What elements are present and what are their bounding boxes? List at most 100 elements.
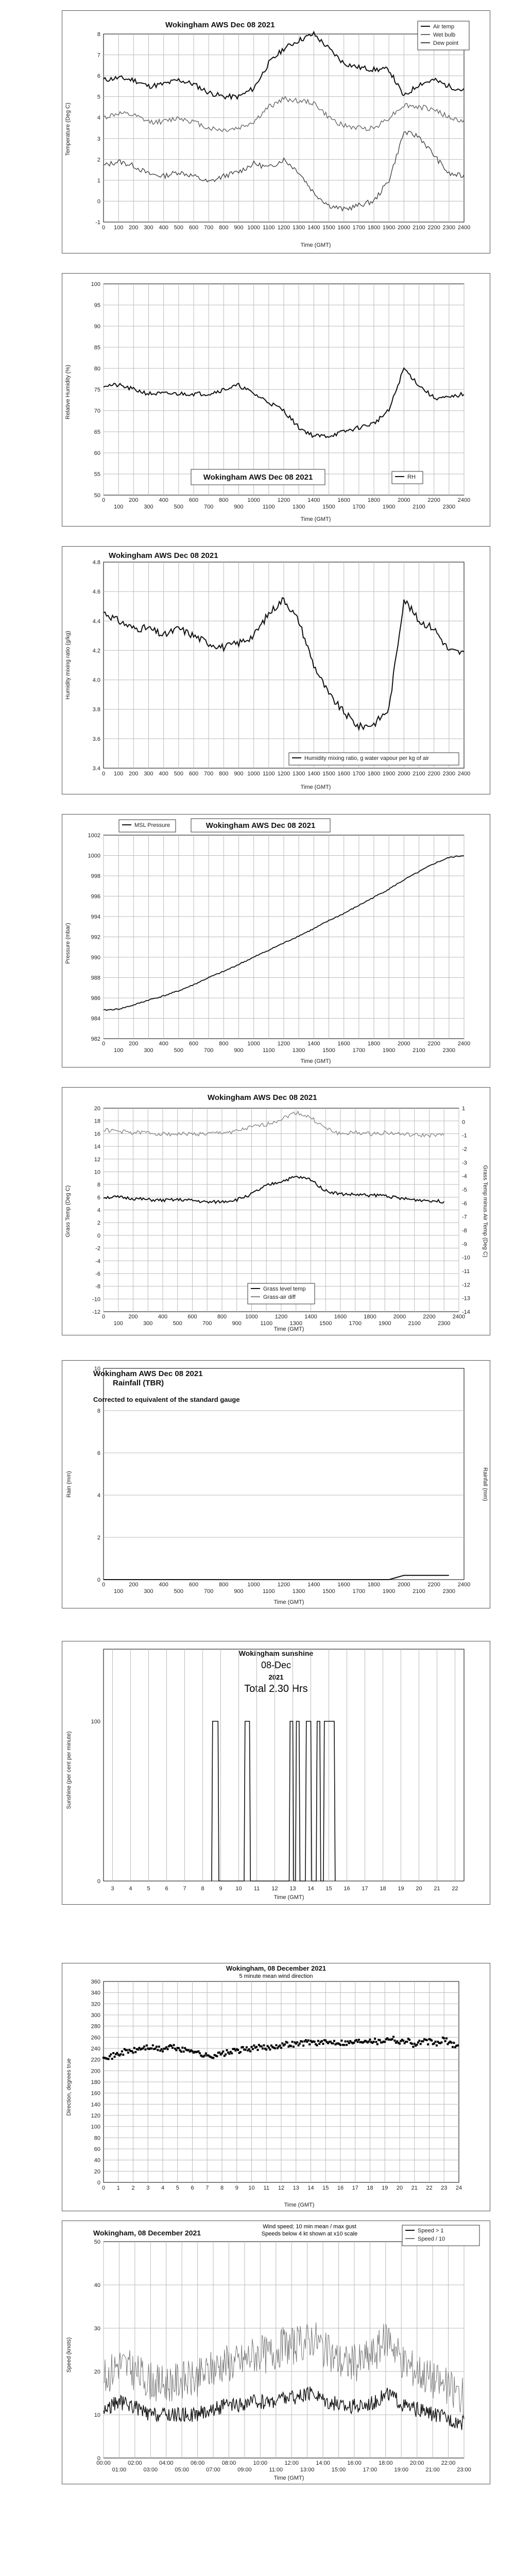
direction-point <box>410 2042 413 2045</box>
x-tick-label: 22:00 <box>441 2460 456 2466</box>
direction-point <box>219 2053 222 2056</box>
x-tick-label: 600 <box>189 771 198 777</box>
y-tick-label: -6 <box>95 1271 100 1277</box>
x-tick-label: 2400 <box>453 1314 465 1320</box>
direction-point <box>132 2052 134 2054</box>
x-tick-label: 200 <box>129 1582 138 1588</box>
y-tick-label: 4.6 <box>93 589 100 595</box>
x-tick-label: 400 <box>158 1314 167 1320</box>
chart-title: Wokingham AWS Dec 08 2021 <box>109 551 218 560</box>
direction-point <box>255 2045 258 2048</box>
x-tick-label: 8 <box>201 1886 204 1892</box>
x-tick-label: 500 <box>174 771 183 777</box>
x-tick-label: 9 <box>219 1886 222 1892</box>
title-box <box>191 469 325 485</box>
direction-point <box>125 2049 127 2052</box>
x-tick-label: 500 <box>174 1047 183 1054</box>
direction-point <box>329 2040 332 2043</box>
y-axis-label: Sunshine (per cent per minute) <box>66 1731 72 1809</box>
x-tick-label: 2100 <box>413 504 425 510</box>
direction-point <box>138 2046 141 2049</box>
x-tick-label: 1100 <box>263 504 275 510</box>
x-tick-label: 2400 <box>458 225 470 231</box>
direction-point <box>279 2044 281 2047</box>
x-tick-label: 700 <box>204 771 213 777</box>
series-line-msl <box>103 855 465 1011</box>
direction-point <box>198 2052 201 2055</box>
direction-point <box>228 2053 231 2055</box>
direction-point <box>400 2040 402 2042</box>
legend-label: MSL Pressure <box>134 822 170 828</box>
y-tick-label: 3.4 <box>93 766 100 772</box>
direction-point <box>119 2053 122 2056</box>
x-tick-label: 0 <box>102 771 105 777</box>
x-tick-label: 1600 <box>337 1041 350 1047</box>
y-tick-label: 85 <box>94 345 100 351</box>
direction-point <box>341 2044 344 2046</box>
direction-point <box>369 2038 371 2041</box>
direction-point <box>338 2043 340 2045</box>
series-line-rh <box>103 367 465 438</box>
x-tick-label: 2200 <box>427 771 440 777</box>
y-tick-label: -8 <box>95 1284 100 1290</box>
direction-point <box>365 2040 368 2043</box>
x-tick-label: 0 <box>102 1314 105 1320</box>
y-axis-label: Rain (mm) <box>66 1471 72 1497</box>
x-tick-label: 1600 <box>337 225 350 231</box>
x-tick-label: 10:00 <box>253 2460 268 2466</box>
series-line-mean <box>103 2386 465 2430</box>
y-tick-label: 360 <box>91 1979 100 1985</box>
direction-point <box>381 2041 384 2044</box>
x-tick-label: 14:00 <box>316 2460 330 2466</box>
direction-point <box>412 2045 415 2048</box>
x-tick-label: 1200 <box>275 1314 287 1320</box>
direction-point <box>339 2044 341 2046</box>
x-tick-label: 15 <box>322 2185 329 2191</box>
direction-point <box>315 2043 317 2045</box>
direction-point <box>454 2046 456 2048</box>
y-tick-label: 1000 <box>88 853 100 859</box>
direction-point <box>239 2051 242 2054</box>
temperature-chart-panel: Wokingham AWS Dec 08 2021 Time (GMT) Tem… <box>62 10 490 253</box>
x-tick-label: 1300 <box>293 1047 305 1054</box>
direction-point <box>347 2040 349 2043</box>
x-tick-label: 600 <box>189 1582 198 1588</box>
direction-point <box>247 2049 249 2052</box>
direction-point <box>356 2041 359 2043</box>
x-tick-label: 21:00 <box>425 2467 440 2473</box>
x-tick-label: 600 <box>189 497 198 503</box>
x-tick-label: 1700 <box>353 1047 365 1054</box>
x-tick-label: 500 <box>174 504 183 510</box>
direction-point <box>160 2048 163 2050</box>
direction-point <box>204 2052 207 2055</box>
y-tick-label: 100 <box>91 2124 100 2130</box>
y-tick-label: 200 <box>91 2068 100 2074</box>
direction-point <box>159 2049 162 2052</box>
x-tick-label: 1300 <box>293 504 305 510</box>
chart-title: Wokingham AWS Dec 08 2021 <box>203 473 313 482</box>
x-tick-label: 1400 <box>307 1041 320 1047</box>
y-tick-label: 60 <box>94 2146 100 2153</box>
x-tick-label: 2100 <box>413 225 425 231</box>
y-tick-label: 990 <box>91 955 100 961</box>
y2-tick-label: -14 <box>462 1309 470 1315</box>
direction-point <box>406 2040 408 2043</box>
series-line-rain <box>104 1574 449 1580</box>
y-tick-label: 40 <box>94 2282 100 2289</box>
legend-label: Grass level temp <box>263 1286 306 1292</box>
x-axis-label: Time (GMT) <box>301 784 331 790</box>
y-tick-label: -10 <box>92 1296 100 1302</box>
direction-point <box>163 2047 165 2050</box>
y-tick-label: 3.6 <box>93 736 100 742</box>
direction-point <box>147 2047 149 2050</box>
y2-tick-label: -4 <box>462 1174 467 1180</box>
x-tick-label: 1700 <box>353 225 365 231</box>
x-tick-label: 14 <box>307 1886 314 1892</box>
x-tick-label: 2400 <box>458 1041 470 1047</box>
legend-box <box>391 471 423 484</box>
direction-point <box>213 2054 216 2056</box>
direction-point <box>313 2041 316 2043</box>
y-tick-label: -4 <box>95 1258 100 1264</box>
direction-point <box>300 2040 302 2043</box>
y-axis-label: Temperature (Deg C) <box>65 103 71 156</box>
